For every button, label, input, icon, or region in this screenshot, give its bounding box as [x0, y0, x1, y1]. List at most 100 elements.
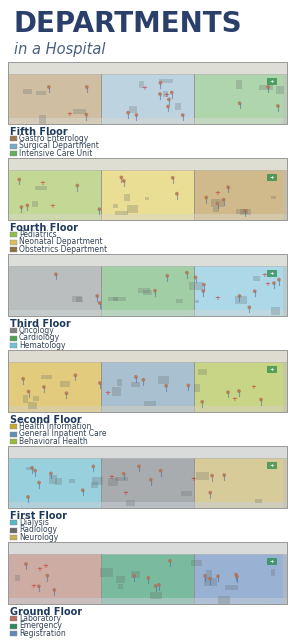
Circle shape	[236, 575, 238, 578]
Bar	[8, 350, 287, 412]
Bar	[267, 270, 277, 277]
Bar	[26, 467, 34, 470]
Circle shape	[96, 294, 99, 297]
Bar	[267, 558, 277, 565]
Bar	[131, 571, 140, 577]
Bar	[112, 387, 121, 396]
Bar	[10, 535, 17, 540]
Circle shape	[166, 275, 168, 277]
Circle shape	[92, 465, 95, 468]
Bar	[259, 85, 273, 90]
Bar	[10, 151, 17, 156]
Bar	[10, 623, 17, 628]
Bar	[55, 478, 62, 485]
Circle shape	[65, 392, 68, 394]
Text: Neonatal Department: Neonatal Department	[19, 237, 103, 246]
Text: +: +	[105, 390, 111, 396]
Bar	[131, 382, 140, 387]
Text: Intensive Care Unit: Intensive Care Unit	[19, 149, 92, 158]
Circle shape	[86, 86, 88, 88]
Circle shape	[168, 98, 170, 100]
Text: Neurology: Neurology	[19, 533, 58, 542]
Bar	[10, 328, 17, 333]
Bar	[267, 174, 277, 181]
Bar	[8, 62, 287, 124]
Bar	[194, 74, 287, 124]
Bar	[195, 300, 199, 303]
Circle shape	[154, 585, 157, 587]
Circle shape	[53, 589, 55, 591]
Bar	[283, 554, 287, 604]
Bar	[8, 542, 287, 604]
Circle shape	[34, 469, 36, 472]
Bar	[10, 239, 17, 244]
Circle shape	[158, 584, 160, 586]
Bar	[163, 92, 168, 97]
Text: Registration: Registration	[19, 629, 66, 638]
Circle shape	[43, 386, 45, 388]
Circle shape	[138, 465, 140, 467]
Bar	[127, 205, 138, 213]
Bar	[10, 520, 17, 525]
Bar	[175, 104, 181, 110]
Circle shape	[209, 492, 212, 494]
Bar	[28, 403, 37, 410]
Bar	[116, 576, 124, 583]
Text: +: +	[43, 563, 48, 570]
Text: Fifth Floor: Fifth Floor	[10, 127, 68, 137]
Text: First Floor: First Floor	[10, 511, 67, 521]
Bar	[8, 62, 287, 124]
Text: +: +	[163, 92, 169, 98]
Polygon shape	[8, 254, 287, 266]
Circle shape	[227, 391, 229, 394]
Text: Second Floor: Second Floor	[10, 415, 82, 425]
Text: Pediatrics: Pediatrics	[19, 230, 57, 239]
Text: Obstetrics Department: Obstetrics Department	[19, 245, 107, 254]
Circle shape	[150, 479, 152, 481]
Circle shape	[159, 470, 162, 472]
Bar	[10, 616, 17, 621]
Bar	[101, 170, 194, 220]
Bar	[218, 596, 230, 604]
Bar	[8, 158, 287, 220]
Bar	[283, 458, 287, 508]
Circle shape	[98, 208, 101, 211]
Bar	[8, 158, 287, 220]
Circle shape	[50, 472, 52, 475]
Text: +: +	[264, 281, 270, 287]
Bar	[198, 369, 207, 374]
Text: +: +	[39, 180, 45, 186]
Bar	[8, 310, 287, 316]
Bar	[113, 298, 125, 301]
Bar	[10, 439, 17, 444]
Text: DEPARTMENTS: DEPARTMENTS	[14, 10, 242, 38]
Bar	[115, 477, 128, 481]
Circle shape	[74, 374, 77, 376]
Bar	[92, 477, 103, 485]
Circle shape	[25, 563, 27, 565]
Text: Surgical Department: Surgical Department	[19, 141, 99, 150]
Polygon shape	[8, 158, 287, 170]
Text: Third Floor: Third Floor	[10, 319, 71, 329]
Circle shape	[99, 382, 101, 384]
Bar	[271, 307, 280, 315]
Circle shape	[176, 193, 178, 195]
Bar	[191, 559, 201, 566]
Bar	[8, 458, 101, 508]
Bar	[8, 118, 287, 124]
Text: +: +	[215, 294, 220, 301]
Bar	[145, 196, 149, 200]
Bar	[10, 527, 17, 532]
Bar	[10, 631, 17, 636]
Circle shape	[123, 180, 125, 182]
Bar	[117, 379, 122, 386]
Bar	[100, 568, 113, 577]
Text: +: +	[122, 490, 128, 497]
Bar	[101, 74, 194, 124]
Circle shape	[187, 384, 190, 387]
Bar	[60, 381, 70, 387]
Bar	[101, 362, 194, 412]
Text: +: +	[31, 583, 37, 589]
Bar	[283, 74, 287, 124]
Polygon shape	[8, 542, 287, 554]
